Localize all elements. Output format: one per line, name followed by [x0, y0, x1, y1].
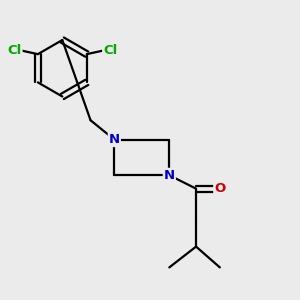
- Text: N: N: [109, 133, 120, 146]
- Text: Cl: Cl: [103, 44, 117, 57]
- Text: Cl: Cl: [7, 44, 22, 57]
- Text: O: O: [214, 182, 226, 195]
- Text: N: N: [164, 169, 175, 182]
